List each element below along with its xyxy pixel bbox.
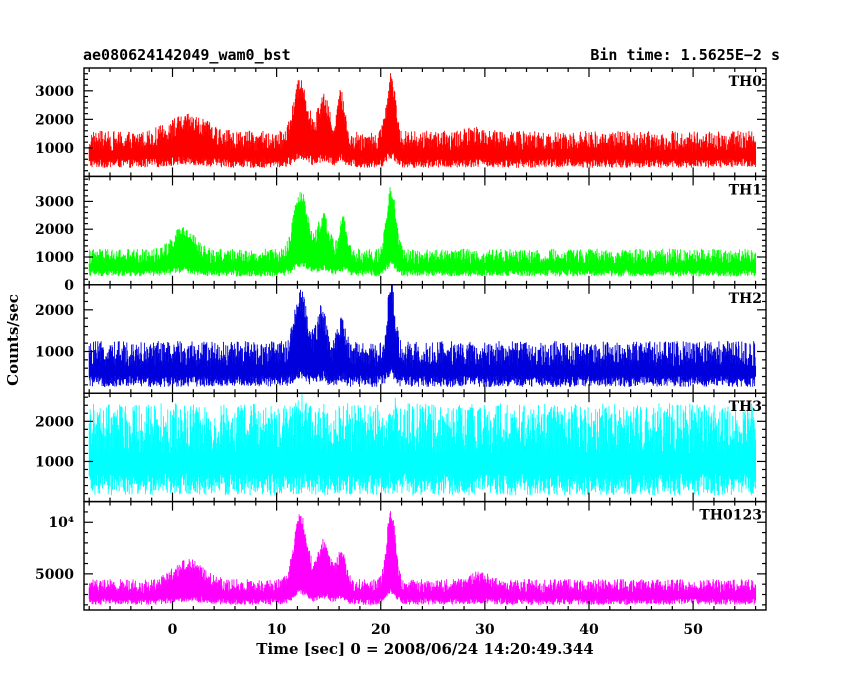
chart-title-right: Bin time: 1.5625E−2 s bbox=[590, 46, 780, 64]
y-tick-label: 0 bbox=[64, 278, 74, 294]
y-tick-label: 1000 bbox=[35, 345, 74, 361]
series-th0 bbox=[88, 73, 757, 168]
panel-th3: 1000 2000 TH3 bbox=[35, 392, 767, 503]
y-tick-label: 3000 bbox=[35, 194, 74, 210]
y-tick-label: 3000 bbox=[35, 84, 74, 100]
panel-label: TH1 bbox=[729, 182, 762, 198]
x-tick-label: 20 bbox=[371, 622, 391, 638]
y-tick-label: 1000 bbox=[35, 141, 74, 157]
series-th0123 bbox=[88, 511, 757, 605]
y-axis-label: Counts/sec bbox=[4, 294, 22, 386]
y-tick-label: 1000 bbox=[35, 250, 74, 266]
y-tick-label: 2000 bbox=[35, 303, 74, 319]
panel-th1: 0 1000 2000 3000 TH1 bbox=[35, 175, 767, 294]
panel-label: TH0 bbox=[729, 74, 763, 90]
panel-th2: 1000 2000 TH2 bbox=[35, 284, 767, 394]
y-tick-label: 2000 bbox=[35, 222, 74, 238]
panel-label: TH2 bbox=[729, 291, 762, 307]
x-axis: 0 10 20 30 40 50 bbox=[168, 622, 703, 638]
chart-title-left: ae080624142049_wam0_bst bbox=[83, 46, 291, 64]
y-tick-label: 2000 bbox=[35, 112, 74, 128]
x-axis-label: Time [sec] 0 = 2008/06/24 14:20:49.344 bbox=[256, 640, 593, 658]
y-tick-label: 10⁴ bbox=[48, 515, 74, 531]
y-tick-label: 2000 bbox=[35, 414, 74, 430]
y-tick-label: 1000 bbox=[35, 454, 74, 470]
series-th2 bbox=[88, 284, 757, 387]
x-tick-label: 50 bbox=[683, 622, 703, 638]
series-th1 bbox=[88, 187, 757, 277]
panel-label: TH3 bbox=[729, 399, 762, 415]
y-tick-label: 5000 bbox=[35, 567, 74, 583]
series-th3 bbox=[88, 394, 757, 496]
x-tick-label: 30 bbox=[475, 622, 495, 638]
panel-th0: 1000 2000 3000 TH0 bbox=[35, 67, 767, 178]
x-tick-label: 40 bbox=[579, 622, 599, 638]
x-tick-label: 0 bbox=[168, 622, 178, 638]
panel-label: TH0123 bbox=[699, 508, 762, 524]
panels-group: 1000 2000 3000 TH0 0 1000 2000 3000 TH1 1000 2000 T… bbox=[35, 67, 767, 611]
panel-frame bbox=[83, 500, 767, 611]
x-tick-label: 10 bbox=[267, 622, 287, 638]
panel-th0123: 5000 10⁴ TH0123 bbox=[35, 500, 767, 611]
